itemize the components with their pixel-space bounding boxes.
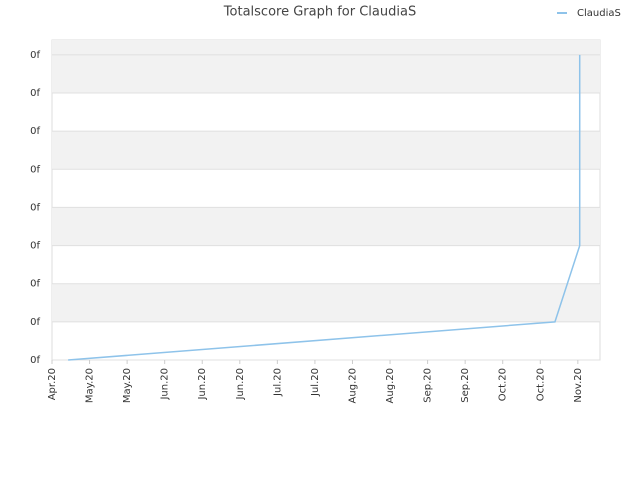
y-tick-label: 0f <box>30 164 40 175</box>
x-tick-label: Apr.20 <box>47 368 58 400</box>
y-tick-label: 0f <box>30 241 40 252</box>
y-tick-label: 0f <box>30 50 40 61</box>
x-tick-label: Aug.20 <box>347 368 358 403</box>
y-tick-label: 0f <box>30 202 40 213</box>
grid-band <box>52 131 600 170</box>
x-tick-label: Oct.20 <box>498 368 509 401</box>
chart-title: Totalscore Graph for ClaudiaS <box>223 5 416 20</box>
y-tick-label: 0f <box>30 317 40 328</box>
y-tick-label: 0f <box>30 355 40 366</box>
x-tick-label: Jul.20 <box>310 368 321 397</box>
x-tick-label: May.20 <box>122 368 133 403</box>
x-tick-label: Sep.20 <box>423 368 434 403</box>
x-tick-label: Sep.20 <box>460 368 471 403</box>
x-tick-label: Jun.20 <box>235 368 246 401</box>
x-tick-label: Nov.20 <box>573 368 584 403</box>
y-tick-label: 0f <box>30 88 40 99</box>
x-tick-label: May.20 <box>85 368 96 403</box>
x-tick-label: Oct.20 <box>535 368 546 401</box>
x-tick-label: Jun.20 <box>197 368 208 401</box>
y-tick-label: 0f <box>30 126 40 137</box>
legend-label: ClaudiaS <box>577 8 621 19</box>
grid-band <box>52 283 600 322</box>
grid-band <box>52 207 600 246</box>
line <box>68 54 581 361</box>
grid-band <box>52 54 600 94</box>
x-tick-label: Aug.20 <box>385 368 396 403</box>
x-tick-label: Jun.20 <box>160 368 171 401</box>
y-tick-label: 0f <box>30 279 40 290</box>
x-tick-label: Jul.20 <box>272 368 283 397</box>
grid-band <box>52 40 600 55</box>
